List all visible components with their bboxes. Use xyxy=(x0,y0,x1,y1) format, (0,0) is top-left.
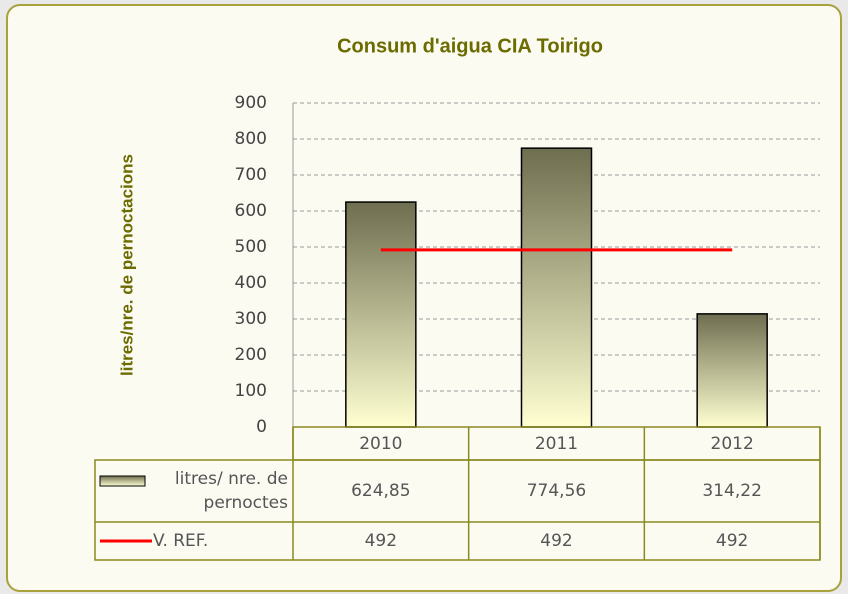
table-value: 492 xyxy=(540,531,573,551)
category-label: 2010 xyxy=(359,433,403,454)
y-tick-label: 500 xyxy=(235,237,267,257)
table-value: 492 xyxy=(715,531,749,551)
table-value: 774,56 xyxy=(526,481,587,501)
bar xyxy=(345,201,417,428)
y-axis-label: litres/nre. de pernoctacions xyxy=(117,154,136,376)
table-value: 492 xyxy=(364,531,398,551)
y-tick-label: 400 xyxy=(235,273,267,293)
category-label: 2011 xyxy=(534,433,579,454)
y-tick-label: 600 xyxy=(235,201,267,221)
table-value: 624,85 xyxy=(351,481,411,501)
y-tick-label: 100 xyxy=(235,381,267,401)
y-tick-label: 800 xyxy=(235,129,267,149)
legend-label: litres/ nre. de pernoctes xyxy=(174,469,288,513)
chart-title: Consum d'aigua CIA Toirigo xyxy=(337,35,603,57)
y-tick-label: 300 xyxy=(235,309,267,329)
bar xyxy=(520,147,593,428)
bar xyxy=(696,313,768,428)
legend-key xyxy=(99,475,146,487)
chart-panel xyxy=(6,4,842,592)
y-tick-label: 700 xyxy=(235,165,267,185)
y-tick-label: 900 xyxy=(235,93,267,113)
category-label: 2012 xyxy=(710,433,754,454)
y-tick-label: 0 xyxy=(256,417,267,437)
table-value: 314,22 xyxy=(702,481,762,501)
legend-label: V. REF. xyxy=(153,531,209,551)
y-tick-label: 200 xyxy=(235,345,267,365)
